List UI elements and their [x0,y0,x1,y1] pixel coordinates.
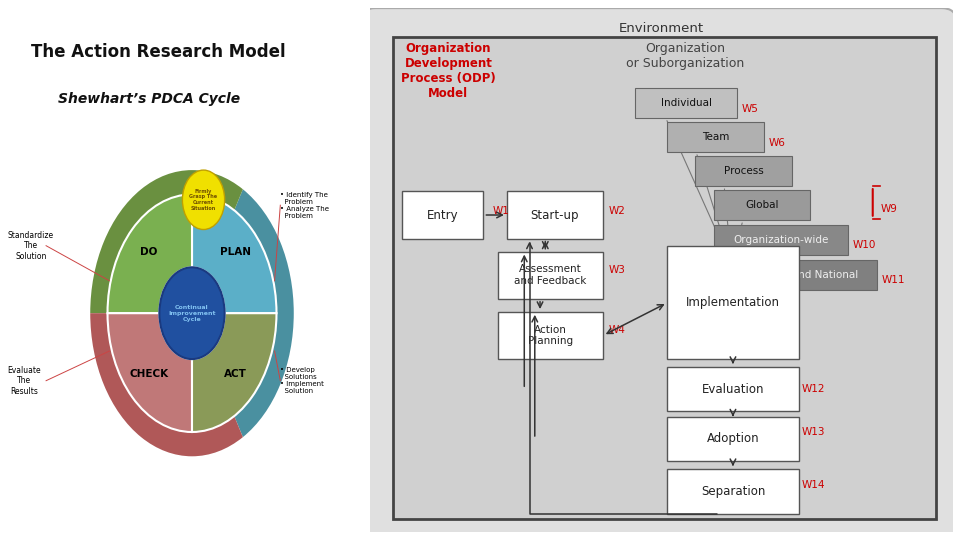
FancyBboxPatch shape [667,122,763,152]
Text: W5: W5 [742,104,758,113]
Text: Shewhart’s PDCA Cycle: Shewhart’s PDCA Cycle [58,92,240,106]
Circle shape [182,170,225,230]
FancyBboxPatch shape [714,190,810,220]
Text: Separation: Separation [701,485,765,498]
Text: Implementation: Implementation [686,296,780,309]
FancyBboxPatch shape [498,252,603,299]
Text: Standardize
The
Solution: Standardize The Solution [8,231,54,261]
FancyBboxPatch shape [714,225,849,255]
Text: Individual: Individual [660,98,711,108]
FancyBboxPatch shape [361,8,956,540]
FancyBboxPatch shape [636,87,737,118]
Text: ACT: ACT [224,369,247,379]
Wedge shape [108,313,192,432]
Wedge shape [192,194,276,313]
FancyBboxPatch shape [667,469,799,514]
FancyBboxPatch shape [401,192,484,239]
Text: Environment: Environment [619,22,704,35]
FancyBboxPatch shape [667,367,799,411]
Wedge shape [90,170,243,313]
Text: W4: W4 [609,325,626,335]
Text: Assessment
and Feedback: Assessment and Feedback [515,265,587,286]
Text: W9: W9 [881,204,898,214]
Wedge shape [192,313,276,432]
Text: Organization
Development
Process (ODP)
Model: Organization Development Process (ODP) M… [401,42,495,100]
Text: Process: Process [724,166,763,176]
Text: Organization-wide: Organization-wide [733,235,828,245]
Text: Entry: Entry [427,208,458,221]
FancyBboxPatch shape [667,246,799,359]
FancyBboxPatch shape [708,260,877,290]
Text: CHECK: CHECK [130,369,168,379]
FancyBboxPatch shape [507,192,603,239]
Text: • Identify The
  Problem
• Analyze The
  Problem: • Identify The Problem • Analyze The Pro… [280,192,329,219]
Text: W10: W10 [852,240,876,250]
Circle shape [159,267,225,359]
Wedge shape [234,190,294,437]
Text: Global: Global [745,200,779,210]
Text: Firmly
Grasp The
Current
Situation: Firmly Grasp The Current Situation [189,188,218,211]
Wedge shape [90,313,243,456]
Text: The Action Research Model: The Action Research Model [31,43,285,61]
Text: W14: W14 [802,480,825,490]
Text: Community and National: Community and National [728,269,858,280]
Text: W12: W12 [802,384,825,394]
Text: W11: W11 [881,275,905,285]
Text: Start-up: Start-up [531,208,579,221]
FancyBboxPatch shape [393,37,936,519]
FancyBboxPatch shape [498,312,603,359]
Text: W1: W1 [492,206,509,217]
Text: W6: W6 [768,138,785,148]
FancyBboxPatch shape [695,156,792,186]
Text: DO: DO [140,247,157,258]
Text: W3: W3 [609,265,626,275]
Text: Evaluation: Evaluation [702,383,764,396]
Text: W2: W2 [609,206,626,217]
Text: • Develop
  Solutions
• Implement
  Solution: • Develop Solutions • Implement Solution [280,367,324,394]
Text: W13: W13 [802,427,825,437]
Text: Evaluate
The
Results: Evaluate The Results [8,366,41,396]
Text: Action
Planning: Action Planning [528,325,573,346]
Text: PLAN: PLAN [220,247,251,258]
Wedge shape [108,194,192,313]
Text: Team: Team [702,132,729,142]
FancyBboxPatch shape [667,417,799,461]
Text: Continual
Improvement
Cycle: Continual Improvement Cycle [168,305,216,321]
Text: Organization
or Suborganization: Organization or Suborganization [626,42,744,70]
Text: Adoption: Adoption [707,433,759,446]
